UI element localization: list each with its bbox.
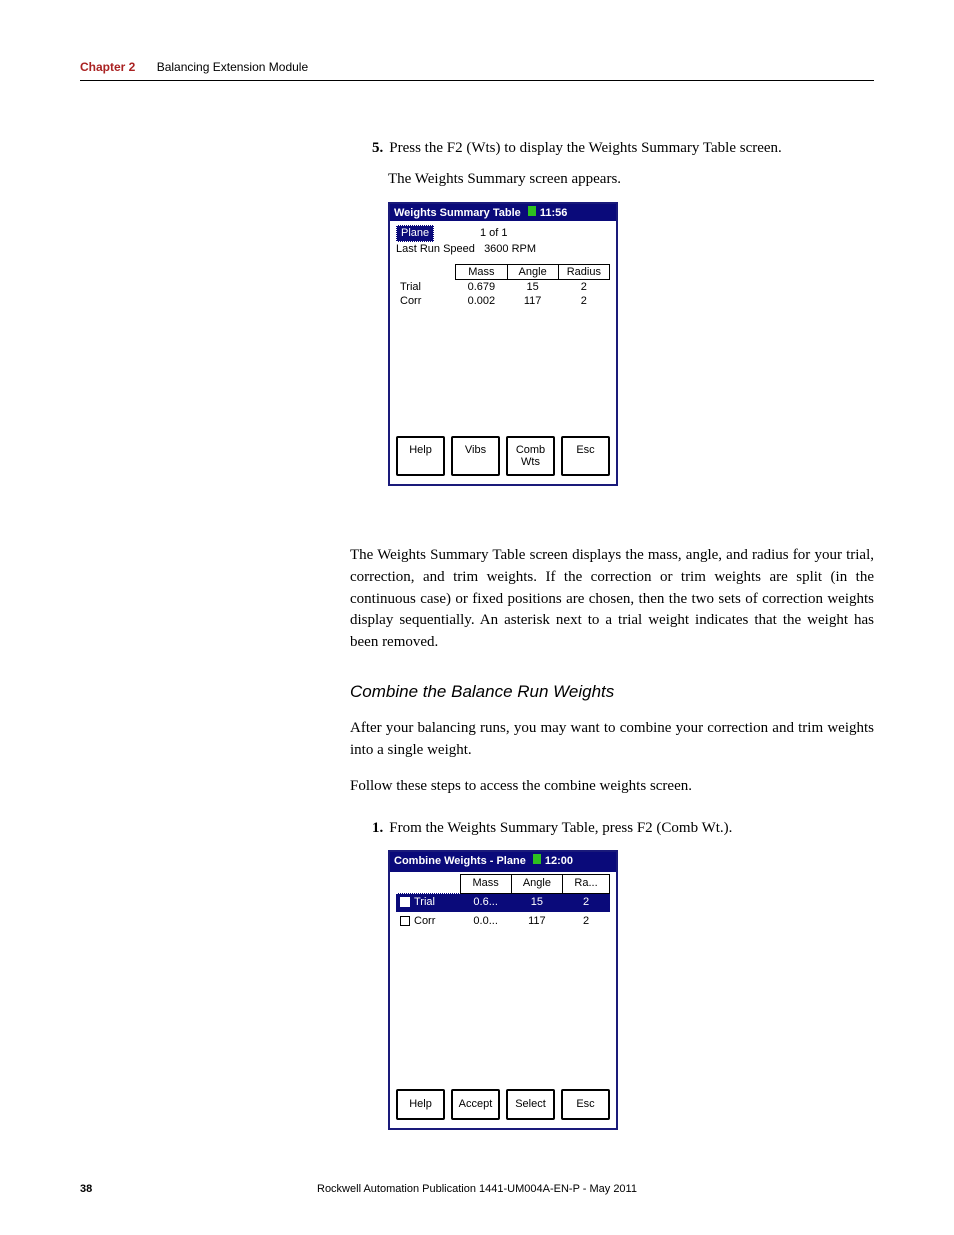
row-angle: 117	[507, 294, 558, 308]
row-radius: 2	[563, 893, 610, 912]
step-5-result: The Weights Summary screen appears.	[388, 171, 874, 188]
col-radius: Ra...	[563, 874, 610, 893]
device2-title: Combine Weights - Plane	[394, 855, 526, 867]
device2-buttons: Help Accept Select Esc	[390, 1081, 616, 1129]
step-5-text: Press the F2 (Wts) to display the Weight…	[389, 140, 782, 156]
device1-buttons: Help Vibs Comb Wts Esc	[390, 428, 616, 484]
combine-weights-heading: Combine the Balance Run Weights	[350, 680, 874, 705]
col-angle: Angle	[507, 264, 558, 279]
help-button[interactable]: Help	[396, 1089, 445, 1121]
row-label: Corr	[396, 912, 460, 930]
step-5: 5. Press the F2 (Wts) to display the Weig…	[366, 140, 874, 157]
combine-weights-device: Combine Weights - Plane 12:00 Mass Angle…	[388, 850, 618, 1131]
col-radius: Radius	[558, 264, 609, 279]
row-mass: 0.679	[456, 279, 507, 294]
row-mass: 0.002	[456, 294, 507, 308]
device1-info: Plane 1 of 1 Last Run Speed 3600 RPM	[390, 221, 616, 260]
device2-table: Mass Angle Ra... Trial 0.6... 15 2 Corr …	[396, 874, 610, 931]
device1-titlebar: Weights Summary Table 11:56	[390, 204, 616, 221]
device1-spacer	[390, 308, 616, 428]
comb-wts-button[interactable]: Comb Wts	[506, 436, 555, 476]
row-radius: 2	[558, 294, 609, 308]
step-5-number: 5.	[372, 140, 383, 156]
page-footer: 38 Rockwell Automation Publication 1441-…	[80, 1183, 874, 1195]
plane-badge[interactable]: Plane	[396, 225, 434, 242]
battery-icon	[533, 854, 541, 864]
esc-button[interactable]: Esc	[561, 1089, 610, 1121]
device1-table: Mass Angle Radius Trial 0.679 15 2 Corr …	[396, 264, 610, 308]
table-row-selected[interactable]: Trial 0.6... 15 2	[396, 893, 610, 912]
row-label: Trial	[396, 893, 460, 912]
device1-time: 11:56	[540, 207, 568, 219]
device2-titlebar: Combine Weights - Plane 12:00	[390, 852, 616, 872]
row-angle: 15	[511, 893, 562, 912]
battery-icon	[528, 206, 536, 216]
weights-summary-explanation: The Weights Summary Table screen display…	[350, 545, 874, 654]
esc-button[interactable]: Esc	[561, 436, 610, 476]
table-row[interactable]: Corr 0.0... 117 2	[396, 912, 610, 930]
step-1-text: From the Weights Summary Table, press F2…	[389, 820, 732, 836]
page-header: Chapter 2 Balancing Extension Module	[80, 60, 874, 81]
row-label: Corr	[396, 294, 456, 308]
col-blank	[396, 874, 460, 893]
row-angle: 117	[511, 912, 562, 930]
step-5-block: 5. Press the F2 (Wts) to display the Weig…	[350, 140, 874, 486]
table-header-row: Mass Angle Ra...	[396, 874, 610, 893]
table-header-row: Mass Angle Radius	[396, 264, 610, 279]
table-row: Corr 0.002 117 2	[396, 294, 610, 308]
row-radius: 2	[558, 279, 609, 294]
row-mass: 0.0...	[460, 912, 511, 930]
publication-info: Rockwell Automation Publication 1441-UM0…	[80, 1183, 874, 1195]
combine-steps-intro: Follow these steps to access the combine…	[350, 776, 874, 798]
table-row: Trial 0.679 15 2	[396, 279, 610, 294]
row-mass: 0.6...	[460, 893, 511, 912]
vibs-button[interactable]: Vibs	[451, 436, 500, 476]
device2-spacer	[390, 931, 616, 1081]
row-angle: 15	[507, 279, 558, 294]
accept-button[interactable]: Accept	[451, 1089, 500, 1121]
plane-count: 1 of 1	[480, 227, 508, 239]
select-button[interactable]: Select	[506, 1089, 555, 1121]
row-label: Trial	[396, 279, 456, 294]
step-1-block: 1. From the Weights Summary Table, press …	[350, 818, 874, 1130]
checkbox-icon[interactable]	[400, 897, 410, 907]
row-radius: 2	[563, 912, 610, 930]
col-angle: Angle	[511, 874, 562, 893]
chapter-label: Chapter 2	[80, 60, 135, 74]
help-button[interactable]: Help	[396, 436, 445, 476]
speed-value: 3600 RPM	[484, 243, 536, 255]
col-mass: Mass	[460, 874, 511, 893]
step-1-number: 1.	[372, 820, 383, 836]
chapter-title: Balancing Extension Module	[157, 60, 308, 74]
col-blank	[396, 264, 456, 279]
step-1: 1. From the Weights Summary Table, press …	[366, 818, 874, 840]
weights-summary-device: Weights Summary Table 11:56 Plane 1 of 1…	[388, 202, 618, 486]
speed-label: Last Run Speed	[396, 243, 475, 255]
combine-intro: After your balancing runs, you may want …	[350, 718, 874, 762]
checkbox-icon[interactable]	[400, 916, 410, 926]
device2-time: 12:00	[545, 855, 573, 867]
device1-title: Weights Summary Table	[394, 207, 521, 219]
col-mass: Mass	[456, 264, 507, 279]
